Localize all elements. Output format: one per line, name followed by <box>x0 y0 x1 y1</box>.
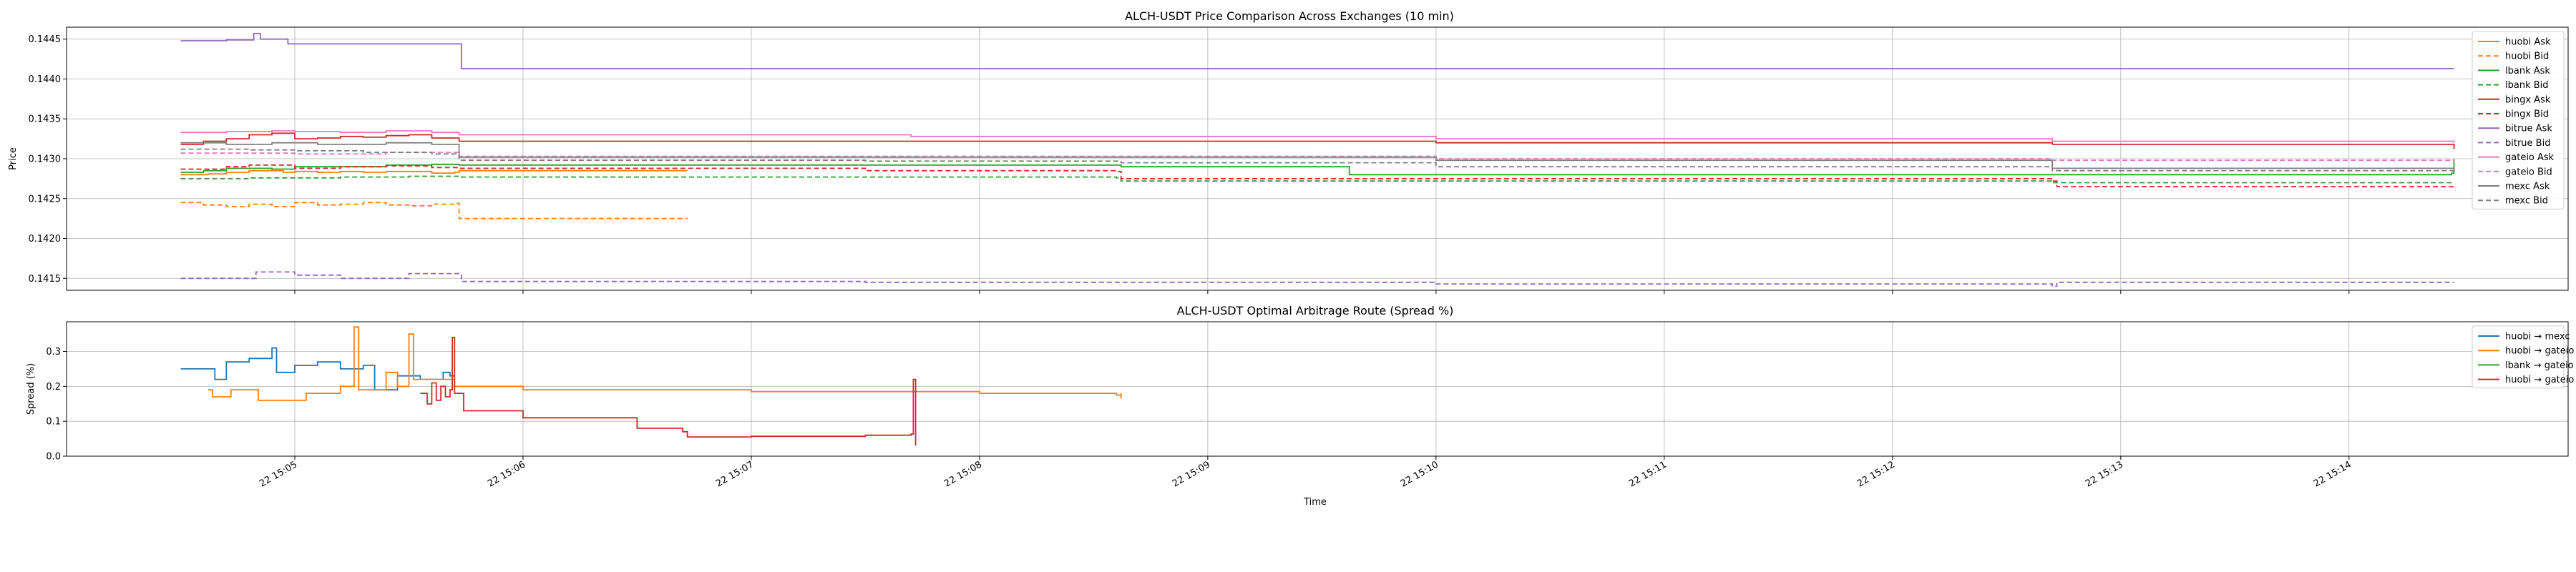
price-legend-entry: bingx Ask <box>2505 94 2551 105</box>
price-legend-entry: bingx Bid <box>2505 109 2549 120</box>
spread-legend-entry: huobi → gateio <box>2505 346 2574 357</box>
price-legend-entry: bitrue Bid <box>2505 138 2550 149</box>
price-legend-box <box>2472 31 2565 209</box>
price-y-tick-label: 0.1440 <box>29 74 62 85</box>
price-chart-series <box>180 33 2455 287</box>
spread-legend-entry: huobi → mexc <box>2505 332 2570 342</box>
price-legend-entry: huobi Ask <box>2505 37 2551 48</box>
price-series-line-0 <box>180 169 688 176</box>
price-legend-entry: lbank Ask <box>2505 66 2550 77</box>
price-chart-y-label: Price <box>8 147 19 170</box>
spread-legend-box <box>2472 325 2565 389</box>
price-y-tick-label: 0.1430 <box>29 154 62 165</box>
price-series-line-8 <box>180 130 2455 143</box>
spread-y-tick-label: 0.1 <box>46 417 61 428</box>
spread-series-line-3 <box>420 337 917 446</box>
price-chart-x-ticks <box>294 290 2350 294</box>
spread-y-tick-label: 0.2 <box>46 382 61 393</box>
price-series-line-3 <box>180 175 2454 184</box>
price-legend-entry: bitrue Ask <box>2505 124 2552 134</box>
spread-chart-frame <box>66 321 2569 457</box>
price-chart-title: ALCH-USDT Price Comparison Across Exchan… <box>1125 9 1454 23</box>
spread-chart-series <box>180 326 1122 446</box>
spread-chart-x-label: Time <box>1303 497 1327 508</box>
spread-legend-entry: lbank → gateio <box>2505 360 2574 371</box>
spread-series-line-1 <box>208 326 1122 401</box>
price-legend-entry: mexc Ask <box>2505 182 2550 192</box>
price-legend-entry: mexc Bid <box>2505 196 2548 207</box>
price-y-tick-label: 0.1435 <box>29 114 62 125</box>
price-series-line-10 <box>180 142 2455 170</box>
spread-y-tick-label: 0.0 <box>46 452 61 463</box>
price-chart-grid <box>67 27 2568 290</box>
price-legend-entry: huobi Bid <box>2505 51 2549 62</box>
spread-y-tick-label: 0.3 <box>46 347 61 358</box>
price-y-tick-label: 0.1445 <box>29 34 62 45</box>
spread-legend-entry: huobi → gateio <box>2505 375 2574 385</box>
price-series-line-2 <box>180 159 2455 176</box>
price-chart-y-ticks: 0.1415 0.1420 0.1425 0.1430 0.1435 0.1440 0.14… <box>29 34 67 285</box>
spread-chart-y-ticks: 0.0 0.1 0.2 0.3 <box>46 347 67 463</box>
price-chart-legend: huobi Ask huobi Bid lbank Ask lbank Bid bing… <box>2472 31 2565 209</box>
spread-chart-y-label: Spread (%) <box>26 363 36 415</box>
price-series-line-4 <box>180 132 2455 149</box>
spread-chart-title: ALCH-USDT Optimal Arbitrage Route (Sprea… <box>1177 304 1454 317</box>
price-series-line-5 <box>180 164 2454 187</box>
price-y-tick-label: 0.1420 <box>29 234 62 245</box>
price-chart: ALCH-USDT Price Comparison Across Exchan… <box>8 9 2569 294</box>
price-series-line-6 <box>180 33 2454 69</box>
price-legend-entry: gateio Bid <box>2505 167 2552 177</box>
spread-chart-legend: huobi → mexc huobi → gateio lbank → gateio… <box>2472 325 2574 389</box>
price-y-tick-label: 0.1425 <box>29 194 62 204</box>
price-series-line-7 <box>180 271 2454 287</box>
price-series-line-11 <box>180 148 2455 172</box>
price-legend-entry: gateio Ask <box>2505 152 2555 163</box>
price-y-tick-label: 0.1415 <box>29 274 62 285</box>
price-legend-entry: lbank Bid <box>2505 80 2549 91</box>
